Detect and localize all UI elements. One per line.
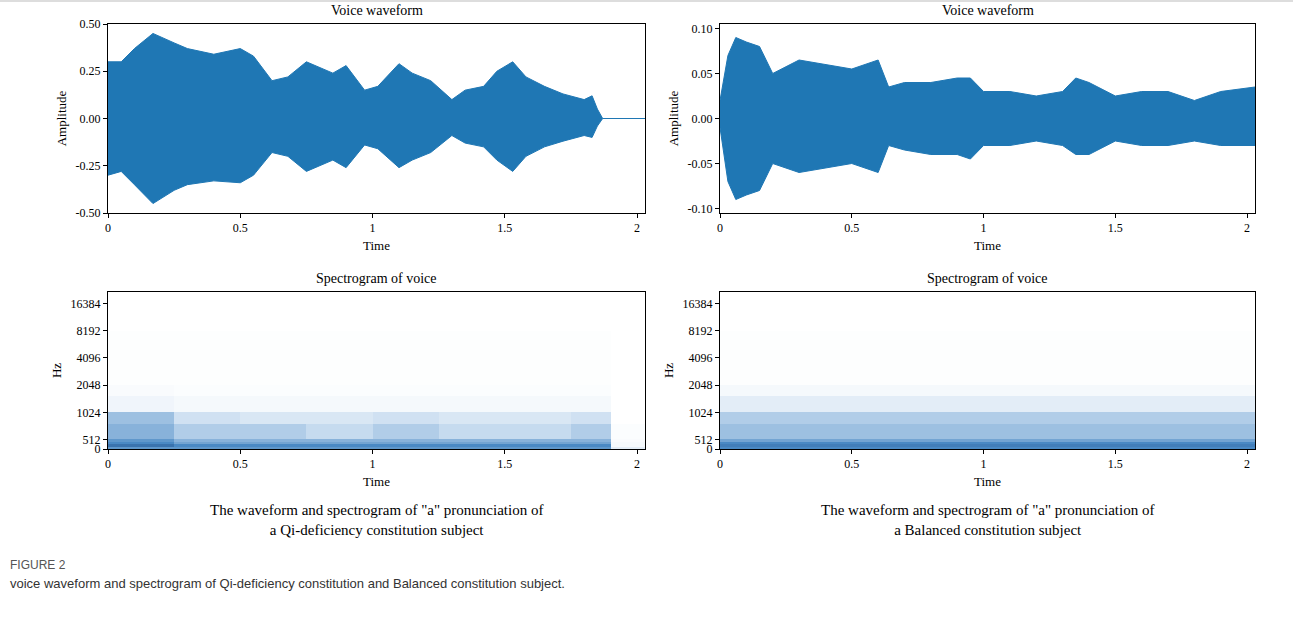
svg-text:Time: Time bbox=[974, 238, 1001, 253]
svg-text:FIGURE 2: FIGURE 2 bbox=[10, 558, 66, 572]
svg-text:512: 512 bbox=[695, 433, 713, 447]
svg-text:Time: Time bbox=[974, 474, 1001, 489]
svg-text:0.10: 0.10 bbox=[692, 22, 713, 36]
svg-text:0: 0 bbox=[707, 442, 713, 456]
svg-text:voice waveform and spectrogram: voice waveform and spectrogram of Qi-def… bbox=[10, 576, 565, 591]
svg-text:16384: 16384 bbox=[683, 297, 713, 311]
svg-text:Voice waveform: Voice waveform bbox=[331, 3, 423, 18]
svg-text:0.5: 0.5 bbox=[844, 457, 859, 471]
svg-text:2: 2 bbox=[1244, 221, 1250, 235]
svg-text:0.5: 0.5 bbox=[844, 221, 859, 235]
svg-text:Spectrogram of voice: Spectrogram of voice bbox=[927, 271, 1048, 286]
svg-text:0: 0 bbox=[105, 457, 111, 471]
svg-text:1: 1 bbox=[370, 457, 376, 471]
svg-text:0: 0 bbox=[717, 221, 723, 235]
svg-text:1: 1 bbox=[981, 457, 987, 471]
svg-text:2048: 2048 bbox=[689, 378, 713, 392]
svg-text:0.25: 0.25 bbox=[80, 64, 101, 78]
svg-text:0.50: 0.50 bbox=[80, 17, 101, 31]
svg-text:8192: 8192 bbox=[689, 324, 713, 338]
svg-text:4096: 4096 bbox=[689, 351, 713, 365]
svg-text:2: 2 bbox=[634, 457, 640, 471]
svg-text:0.00: 0.00 bbox=[80, 112, 101, 126]
svg-text:0: 0 bbox=[95, 442, 101, 456]
svg-text:2: 2 bbox=[1244, 457, 1250, 471]
svg-text:2048: 2048 bbox=[77, 378, 101, 392]
svg-text:0.05: 0.05 bbox=[692, 67, 713, 81]
svg-text:1: 1 bbox=[981, 221, 987, 235]
svg-text:Spectrogram of voice: Spectrogram of voice bbox=[316, 271, 437, 286]
svg-text:0.00: 0.00 bbox=[692, 112, 713, 126]
svg-text:Hz: Hz bbox=[661, 363, 676, 378]
svg-text:1024: 1024 bbox=[77, 406, 101, 420]
svg-text:4096: 4096 bbox=[77, 351, 101, 365]
svg-text:-0.25: -0.25 bbox=[76, 159, 101, 173]
svg-text:The waveform and spectrogram o: The waveform and spectrogram of "a" pron… bbox=[821, 502, 1154, 538]
svg-text:Hz: Hz bbox=[49, 363, 64, 378]
svg-text:-0.05: -0.05 bbox=[688, 157, 713, 171]
svg-text:0: 0 bbox=[717, 457, 723, 471]
svg-text:-0.50: -0.50 bbox=[76, 206, 101, 220]
svg-text:Amplitude: Amplitude bbox=[54, 90, 69, 146]
svg-text:1: 1 bbox=[370, 221, 376, 235]
svg-text:1.5: 1.5 bbox=[497, 457, 512, 471]
svg-text:0: 0 bbox=[105, 221, 111, 235]
svg-text:-0.10: -0.10 bbox=[688, 202, 713, 216]
svg-text:512: 512 bbox=[83, 433, 101, 447]
svg-text:The waveform and spectrogram o: The waveform and spectrogram of "a" pron… bbox=[210, 502, 543, 538]
svg-text:8192: 8192 bbox=[77, 324, 101, 338]
svg-text:2: 2 bbox=[634, 221, 640, 235]
svg-text:Amplitude: Amplitude bbox=[666, 90, 681, 146]
svg-text:1024: 1024 bbox=[689, 406, 713, 420]
svg-text:0.5: 0.5 bbox=[233, 457, 248, 471]
svg-text:1.5: 1.5 bbox=[497, 221, 512, 235]
svg-text:1.5: 1.5 bbox=[1108, 221, 1123, 235]
svg-text:16384: 16384 bbox=[71, 297, 101, 311]
svg-text:0.5: 0.5 bbox=[233, 221, 248, 235]
svg-text:Time: Time bbox=[363, 238, 390, 253]
svg-text:1.5: 1.5 bbox=[1108, 457, 1123, 471]
svg-text:Time: Time bbox=[363, 474, 390, 489]
svg-text:Voice waveform: Voice waveform bbox=[942, 3, 1034, 18]
